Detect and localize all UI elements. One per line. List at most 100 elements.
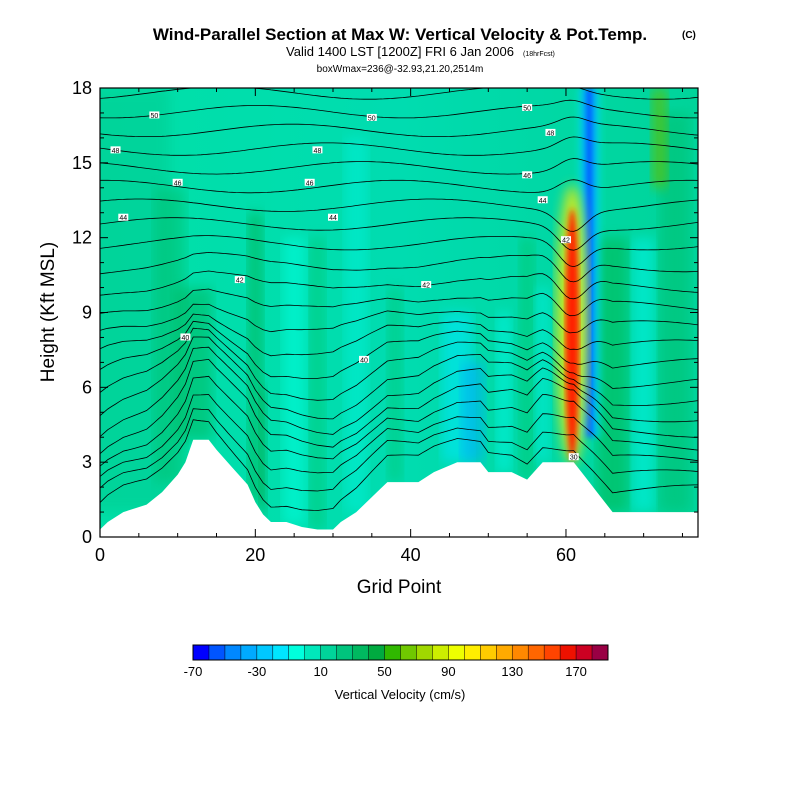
contour-label: 46 (522, 171, 533, 180)
contour-label: 50 (366, 113, 377, 122)
contour-label: 48 (110, 146, 121, 155)
contour-label-text: 50 (523, 105, 531, 112)
colorbar-tick-label: 170 (565, 664, 587, 679)
theta-contour (100, 136, 698, 156)
x-tick-label: 20 (245, 545, 265, 565)
x-axis: 0 20 40 60 (95, 88, 683, 565)
y-tick-label: 3 (82, 452, 92, 472)
chart-title: Wind-Parallel Section at Max W: Vertical… (153, 25, 647, 44)
colorbar-swatch (224, 645, 242, 660)
contour-label: 50 (522, 103, 533, 112)
contour-label-text: 44 (119, 215, 127, 222)
contour-label-text: 42 (236, 278, 244, 285)
contour-label-text: 48 (112, 148, 120, 155)
velocity-band (631, 237, 656, 513)
colorbar-swatch (288, 645, 306, 660)
velocity-band (173, 287, 213, 440)
chart-subtitle: Valid 1400 LST [1200Z] FRI 6 Jan 2006 (286, 44, 514, 59)
colorbar-swatch (416, 645, 433, 660)
theta-contours (100, 88, 698, 511)
contour-label-text: 40 (182, 335, 190, 342)
theta-contour (100, 88, 698, 100)
x-tick-label: 0 (95, 545, 105, 565)
chart-title-tag: (C) (682, 30, 696, 41)
colorbar-swatch (432, 645, 449, 660)
contour-label-text: 42 (422, 283, 430, 290)
theta-contour (100, 419, 698, 511)
contour-label-text: 30 (570, 455, 578, 462)
contour-label: 40 (180, 333, 191, 342)
colorbar-tick-label: 10 (313, 664, 327, 679)
contour-label-text: 40 (360, 357, 368, 364)
theta-contour (100, 346, 698, 437)
colorbar-label: Vertical Velocity (cm/s) (335, 687, 466, 702)
colorbar-swatch (320, 645, 337, 660)
contour-label: 42 (421, 281, 432, 290)
contour-label-text: 44 (539, 198, 547, 205)
contour-label: 30 (568, 453, 579, 462)
velocity-band (496, 312, 512, 473)
colorbar-swatch (528, 645, 545, 660)
colorbar-swatch (544, 645, 561, 660)
theta-contour (100, 251, 698, 283)
contour-label: 46 (304, 178, 315, 187)
contour-label: 48 (545, 128, 556, 137)
updraft-core (565, 208, 580, 462)
colorbar-swatch (464, 645, 481, 660)
contour-label: 42 (560, 236, 571, 245)
contour-label-text: 48 (314, 148, 322, 155)
colorbar-tick-label: -70 (184, 664, 203, 679)
contour-label: 42 (234, 276, 245, 285)
chart-subtitle-tag: (18hrFcst) (523, 51, 555, 58)
y-tick-label: 0 (82, 527, 92, 547)
colorbar-swatch (512, 645, 529, 660)
velocity-field (100, 88, 691, 530)
velocity-band (461, 362, 485, 463)
velocity-band (282, 237, 306, 525)
velocity-band (651, 88, 668, 188)
velocity-band (534, 287, 551, 463)
y-tick-label: 18 (72, 78, 92, 98)
colorbar-swatch (576, 645, 593, 660)
colorbar-swatch (400, 645, 417, 660)
colorbar-tick-label: 50 (377, 664, 391, 679)
contour-label-text: 42 (562, 238, 570, 245)
contour-label-text: 50 (150, 113, 158, 120)
velocity-band (344, 137, 368, 513)
plot-area: 50 50 50 48 48 48 46 46 46 44 44 44 42 42 42 40 40 30 (100, 88, 698, 537)
contour-label-text: 46 (306, 180, 314, 187)
contour-label: 48 (312, 146, 323, 155)
colorbar-swatch (336, 645, 353, 660)
contour-label: 46 (172, 178, 183, 187)
contour-label-text: 46 (174, 180, 182, 187)
theta-contour (100, 375, 698, 467)
theta-contour (100, 158, 698, 175)
colorbar-swatch (256, 645, 274, 660)
contour-label: 44 (327, 213, 338, 222)
theta-contour (100, 217, 698, 251)
theta-contour (100, 303, 698, 334)
y-axis: 0 3 6 9 12 15 18 (72, 78, 698, 547)
y-tick-label: 12 (72, 228, 92, 248)
colorbar-swatch (480, 645, 497, 660)
colorbar-swatch (592, 645, 609, 660)
contour-label: 40 (359, 355, 370, 364)
contour-label: 44 (537, 196, 548, 205)
colorbar-swatch (560, 645, 577, 660)
colorbar-swatch (384, 645, 401, 660)
y-axis-label: Height (Kft MSL) (38, 242, 59, 382)
theta-contour (100, 116, 698, 137)
colorbar-swatch (208, 645, 226, 660)
colorbar-swatch (193, 645, 210, 660)
chart-subtitle-2: boxWmax=236@-32.93,21.20,2514m (317, 64, 484, 75)
colorbar-tick-label: 90 (441, 664, 455, 679)
theta-contour (100, 99, 698, 119)
y-tick-label: 6 (82, 377, 92, 397)
y-tick-label: 9 (82, 303, 92, 323)
theta-contour (100, 358, 698, 455)
y-tick-label: 15 (72, 153, 92, 173)
colorbar-swatch (240, 645, 258, 660)
colorbar-swatch (368, 645, 385, 660)
terrain (100, 439, 698, 537)
